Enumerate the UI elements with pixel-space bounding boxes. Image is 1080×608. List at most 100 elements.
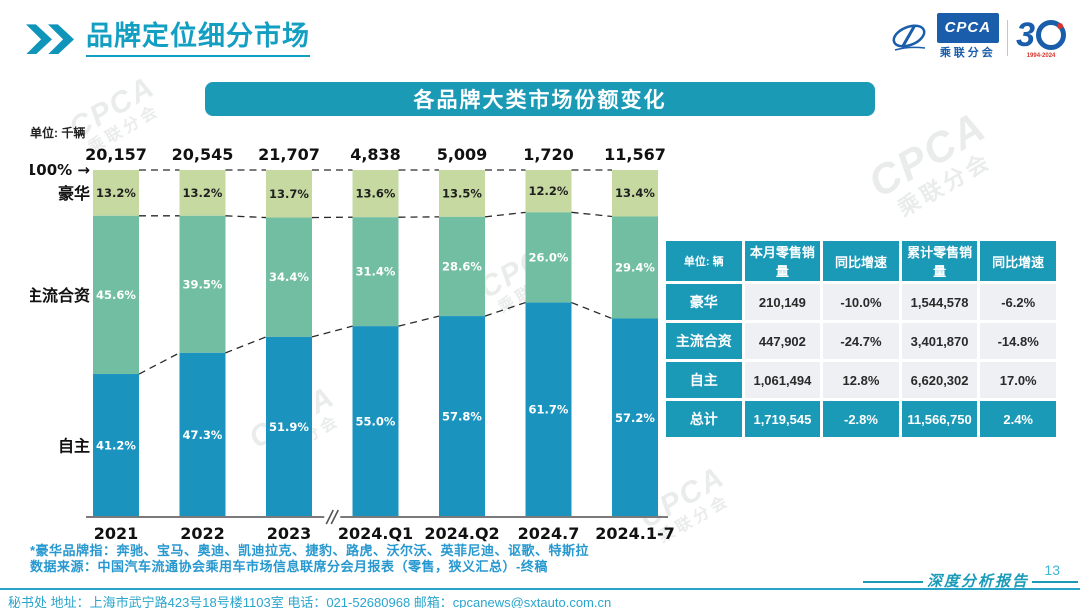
segment-value-label: 28.6% bbox=[442, 259, 482, 273]
series-label-jv: 主流合资 bbox=[30, 286, 90, 305]
bar-segment-自主 bbox=[93, 374, 139, 517]
table-cell: 3,401,870 bbox=[901, 323, 978, 359]
segment-value-label: 29.4% bbox=[615, 261, 655, 275]
segment-value-label: 13.6% bbox=[356, 187, 396, 201]
segment-value-label: 31.4% bbox=[356, 265, 396, 279]
dashed-boundary-line bbox=[484, 301, 526, 317]
x-axis-category-label: 2024.Q2 bbox=[424, 524, 499, 543]
bar-segment-主流合资 bbox=[266, 217, 312, 337]
table-row-label: 总计 bbox=[666, 401, 742, 437]
segment-value-label: 41.2% bbox=[96, 439, 136, 453]
x-axis-category-label: 2024.7 bbox=[518, 524, 580, 543]
series-label-domestic: 自主 bbox=[58, 437, 90, 456]
bar-segment-自主 bbox=[179, 352, 226, 517]
chevron-icon bbox=[26, 24, 52, 55]
dashed-boundary-line bbox=[311, 325, 353, 338]
x-axis-category-label: 2024.1-7 bbox=[595, 524, 675, 543]
bar-segment-豪华 bbox=[179, 170, 226, 216]
page-title: 品牌定位细分市场 bbox=[86, 21, 310, 57]
page-number: 13 bbox=[1044, 562, 1060, 578]
table-row-label: 豪华 bbox=[666, 284, 742, 320]
table-cell: 1,544,578 bbox=[901, 284, 978, 320]
dashed-boundary-line bbox=[571, 301, 613, 320]
table-header-cell: 同比增速 bbox=[823, 241, 899, 281]
x-axis-category-label: 2022 bbox=[180, 524, 225, 543]
bar-total-label: 20,157 bbox=[85, 145, 147, 164]
dashed-boundary-line bbox=[571, 211, 613, 218]
anniversary-0-icon bbox=[1036, 19, 1066, 50]
unit-label: 单位: 千辆 bbox=[30, 126, 86, 140]
dashed-boundary-line bbox=[138, 352, 180, 375]
table-cell: -6.2% bbox=[980, 284, 1056, 320]
bar-total-label: 21,707 bbox=[258, 145, 320, 164]
table-cell: 6,620,302 bbox=[901, 362, 978, 398]
axis-break-mark bbox=[325, 509, 334, 525]
table-cell: 210,149 bbox=[744, 284, 821, 320]
report-label-area: 13 深度分析报告 bbox=[863, 562, 1078, 590]
dashed-boundary-line bbox=[484, 211, 526, 218]
segment-value-label: 39.5% bbox=[183, 277, 223, 291]
bar-segment-豪华 bbox=[93, 170, 139, 216]
table-cell: -10.0% bbox=[823, 284, 899, 320]
table-cell: 1,719,545 bbox=[744, 401, 821, 437]
segment-value-label: 57.2% bbox=[615, 411, 655, 425]
table-cell: 447,902 bbox=[744, 323, 821, 359]
report-line-left bbox=[863, 581, 923, 583]
table-cell: -14.8% bbox=[980, 323, 1056, 359]
table-header-cell: 同比增速 bbox=[980, 241, 1056, 281]
dashed-boundary-line bbox=[398, 315, 440, 327]
x-axis-category-label: 2023 bbox=[267, 524, 312, 543]
table-header-cell: 单位: 辆 bbox=[666, 241, 742, 281]
bar-segment-豪华 bbox=[612, 170, 658, 217]
anniversary-3: 3 bbox=[1016, 15, 1035, 54]
axis-break-mark bbox=[330, 509, 339, 525]
footer-divider bbox=[0, 588, 1080, 590]
bar-segment-豪华 bbox=[439, 170, 485, 217]
bar-segment-豪华 bbox=[352, 170, 399, 218]
dashed-boundary-line bbox=[225, 336, 267, 354]
segment-value-label: 12.2% bbox=[529, 184, 569, 198]
logo-group: CPCA 乘联分会 3 1994-2024 bbox=[889, 16, 1066, 60]
segment-value-label: 57.8% bbox=[442, 409, 482, 423]
cpca-swoosh-icon bbox=[892, 24, 926, 51]
bar-segment-自主 bbox=[352, 326, 399, 517]
table-header-cell: 本月零售销量 bbox=[744, 241, 821, 281]
segment-value-label: 13.4% bbox=[615, 186, 655, 200]
series-label-luxury: 豪华 bbox=[58, 184, 90, 203]
anniversary-logo: 3 1994-2024 bbox=[1016, 18, 1066, 59]
bar-segment-豪华 bbox=[266, 170, 312, 218]
table-cell: 12.8% bbox=[823, 362, 899, 398]
table-header-cell: 累计零售销量 bbox=[901, 241, 978, 281]
dashed-boundary-line bbox=[225, 215, 267, 219]
table-cell: 1,061,494 bbox=[744, 362, 821, 398]
chart-title-banner: 各品牌大类市场份额变化 bbox=[205, 82, 875, 116]
table-row: 主流合资 447,902 -24.7% 3,401,870 -14.8% bbox=[666, 323, 1056, 359]
bar-segment-自主 bbox=[525, 302, 572, 517]
bar-segment-主流合资 bbox=[439, 216, 485, 317]
segment-value-label: 13.5% bbox=[442, 186, 482, 200]
bar-segment-自主 bbox=[266, 336, 312, 517]
bar-segment-自主 bbox=[439, 316, 485, 517]
bar-segment-主流合资 bbox=[525, 212, 572, 303]
axis-break-gap bbox=[324, 513, 341, 521]
table-row: 总计 1,719,545 -2.8% 11,566,750 2.4% bbox=[666, 401, 1056, 437]
report-line-right bbox=[1032, 581, 1078, 583]
x-axis-category-label: 2024.Q1 bbox=[338, 524, 413, 543]
table-row-label: 自主 bbox=[666, 362, 742, 398]
header: 品牌定位细分市场 bbox=[26, 21, 310, 57]
segment-value-label: 47.3% bbox=[183, 428, 223, 442]
table-row: 自主 1,061,494 12.8% 6,620,302 17.0% bbox=[666, 362, 1056, 398]
table-cell: -24.7% bbox=[823, 323, 899, 359]
bar-total-label: 5,009 bbox=[437, 145, 488, 164]
bar-segment-主流合资 bbox=[93, 215, 139, 375]
segment-value-label: 34.4% bbox=[269, 270, 309, 284]
segment-value-label: 45.6% bbox=[96, 288, 136, 302]
bar-total-label: 20,545 bbox=[172, 145, 234, 164]
footnote-luxury-brands: *豪华品牌指：奔驰、宝马、奥迪、凯迪拉克、捷豹、路虎、沃尔沃、英菲尼迪、讴歌、特… bbox=[30, 543, 590, 558]
cpca-logo: CPCA 乘联分会 bbox=[936, 16, 1000, 60]
cpca-logo-text: CPCA bbox=[936, 16, 1000, 40]
segment-value-label: 51.9% bbox=[269, 420, 309, 434]
bar-segment-豪华 bbox=[525, 170, 572, 213]
